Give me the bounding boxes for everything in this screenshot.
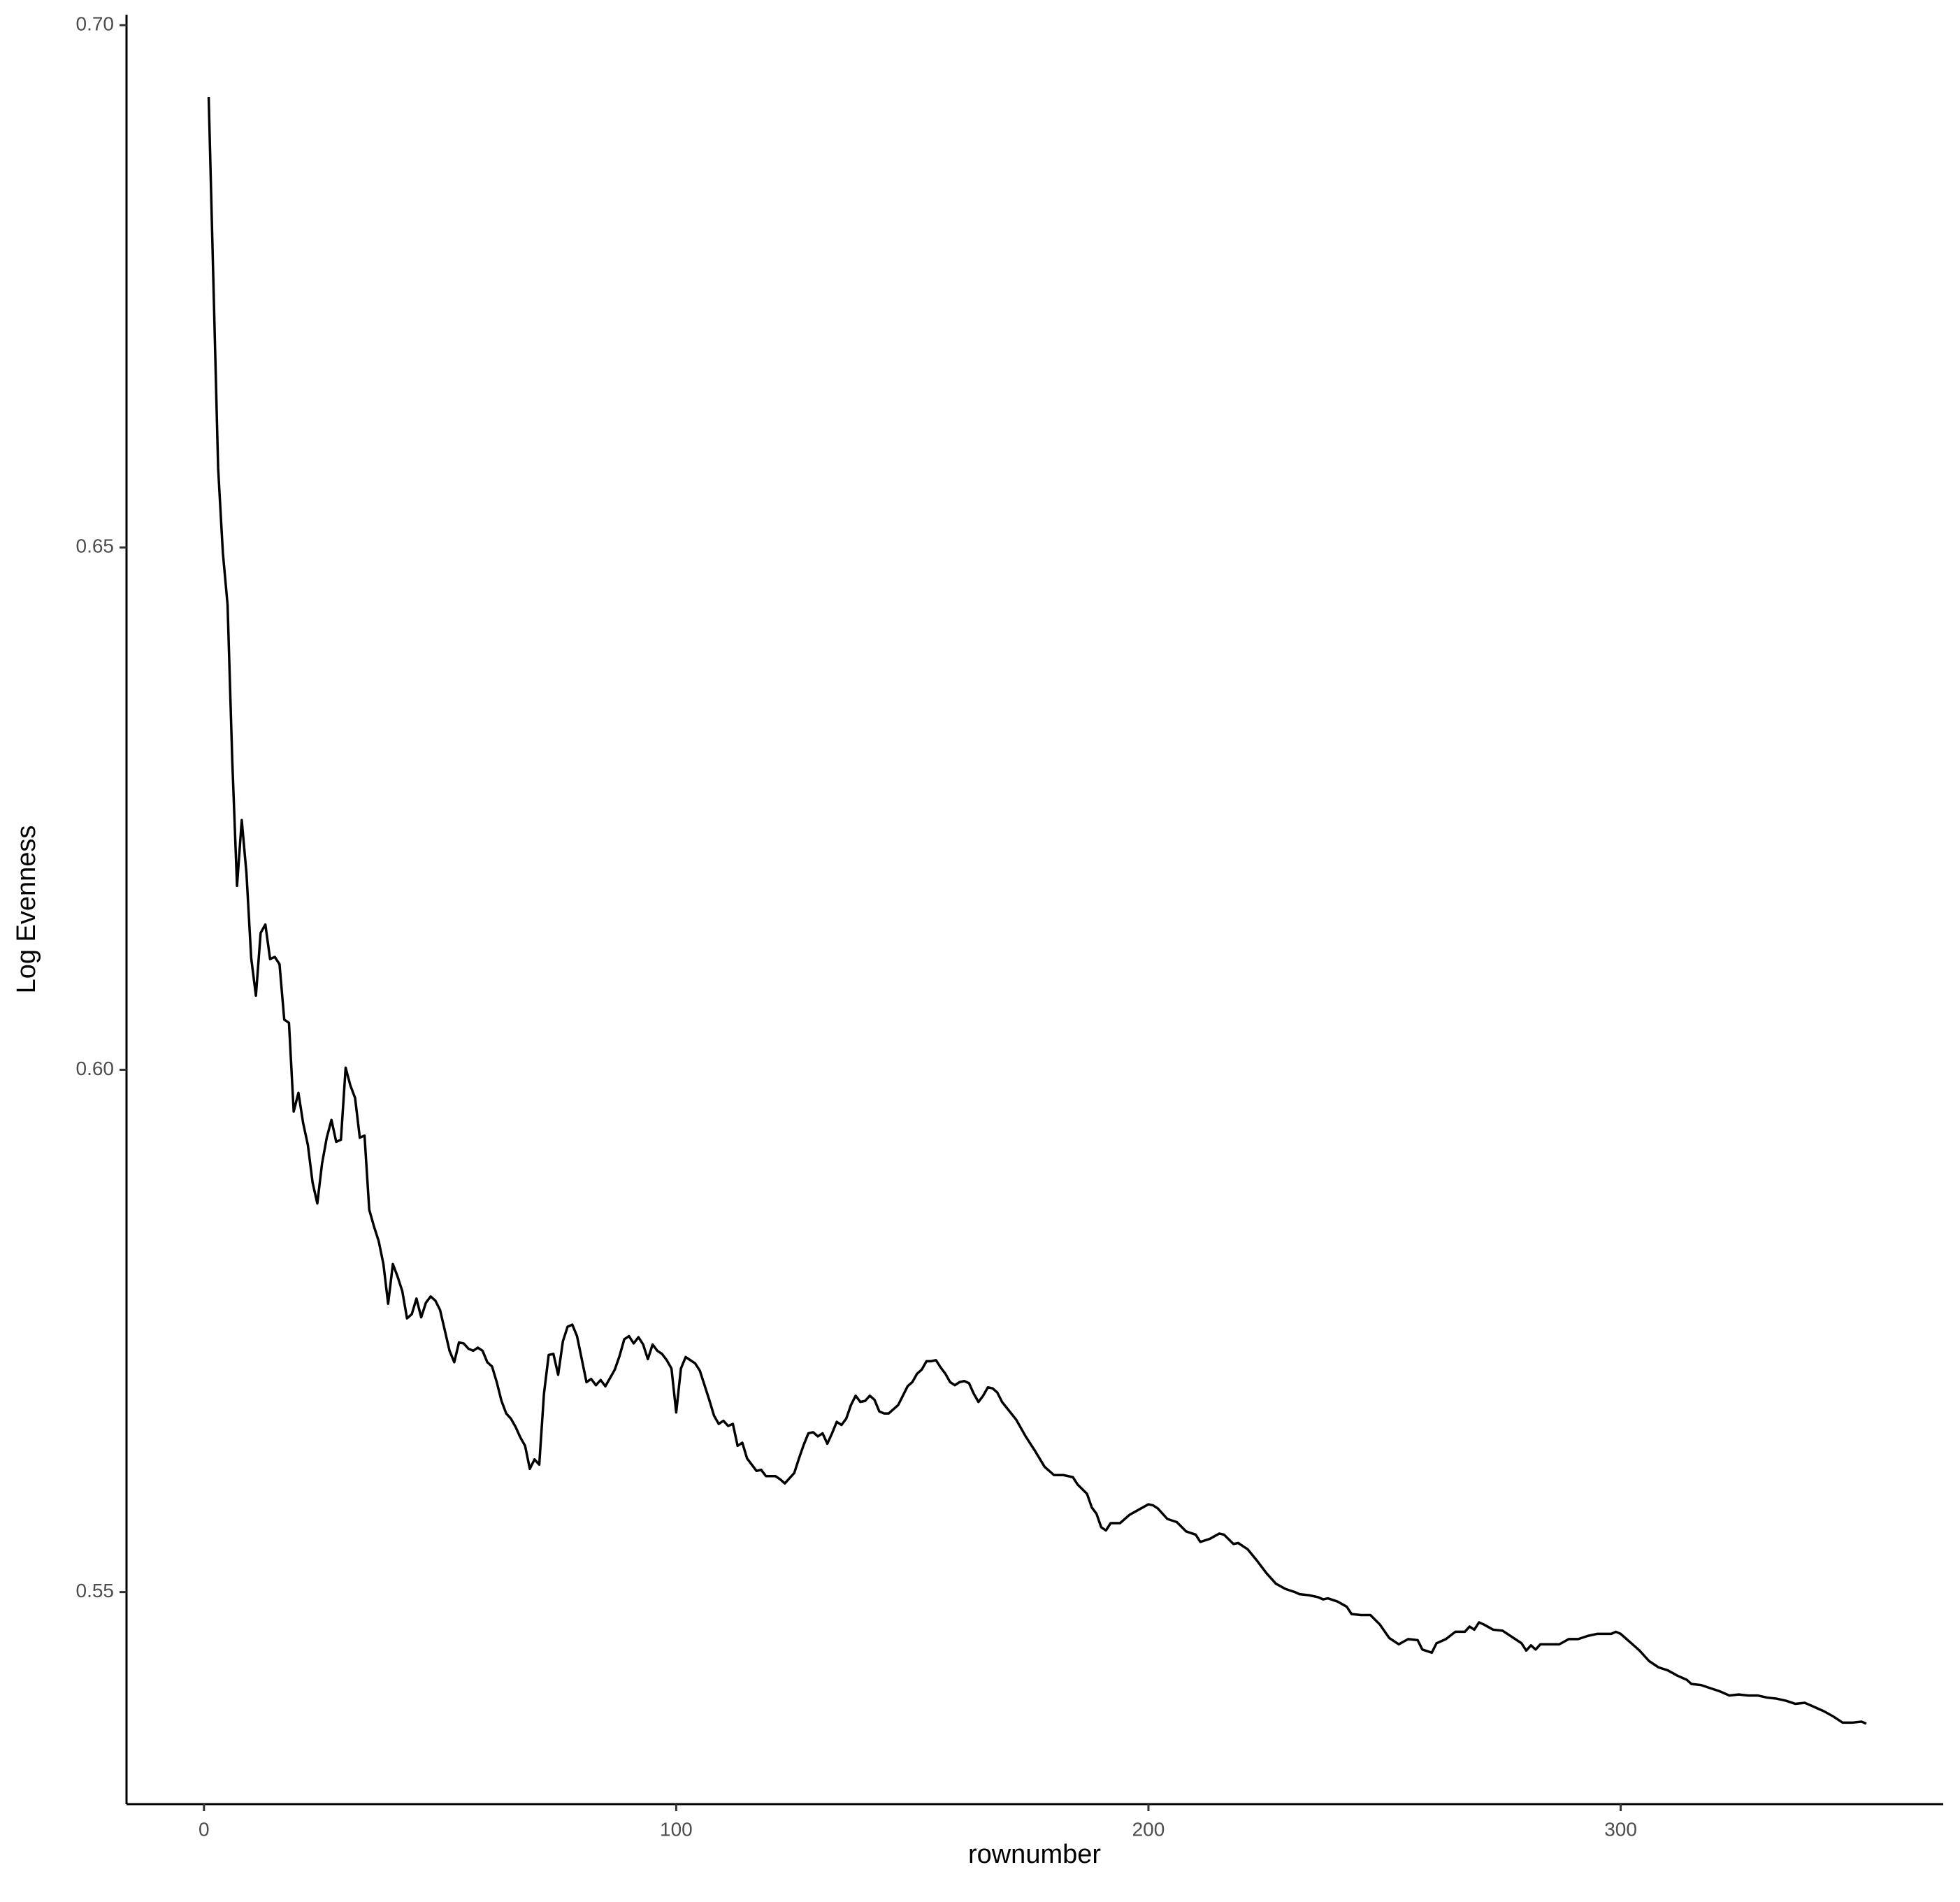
x-tick-label: 300: [1604, 1818, 1637, 1840]
data-line: [207, 97, 1867, 1725]
y-tick-label: 0.70: [76, 13, 115, 34]
y-tick-label: 0.55: [76, 1580, 115, 1601]
x-tick-label: 200: [1132, 1818, 1165, 1840]
y-tick-label: 0.65: [76, 535, 115, 557]
y-axis-title: Log Evenness: [12, 826, 41, 994]
x-axis-title: rownumber: [968, 1840, 1101, 1869]
x-tick-label: 100: [660, 1818, 693, 1840]
x-tick-label: 0: [199, 1818, 210, 1840]
y-tick-label: 0.60: [76, 1058, 115, 1079]
